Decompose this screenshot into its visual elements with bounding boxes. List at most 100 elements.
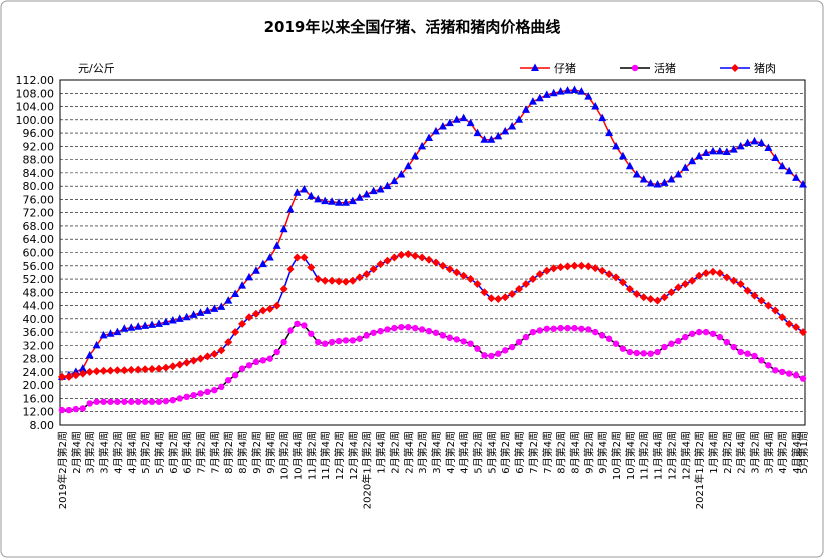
marker [79,405,86,412]
marker [114,398,121,405]
marker [390,253,399,262]
marker [709,330,717,337]
y-tick-label: 96.00 [23,127,55,140]
x-tick-label: 2019年2月第2周 [56,431,69,509]
marker [466,275,475,284]
chart-title: 2019年以来全国仔猪、活猪和猪肉价格曲线 [264,18,561,36]
marker [528,97,537,105]
x-tick-label: 2月第4周 [70,431,83,474]
marker [563,262,572,271]
y-tick-label: 16.00 [23,392,55,405]
marker [702,269,711,278]
x-tick-label: 7月第2周 [527,431,540,474]
marker [93,398,100,405]
marker [688,330,696,337]
marker [231,372,239,379]
y-tick-label: 24.00 [23,366,55,379]
marker [307,191,316,200]
legend-marker [631,64,639,72]
y-tick-label: 104.00 [16,101,55,114]
marker [162,397,170,405]
marker [356,335,363,342]
marker [570,261,579,270]
marker [528,275,537,284]
marker [307,263,316,272]
marker [376,184,385,193]
marker [370,329,377,336]
marker [301,322,308,329]
marker [660,178,669,186]
marker [92,340,101,349]
marker [85,350,94,359]
marker [244,272,253,281]
x-tick-label: 3月第2周 [416,431,429,474]
marker [771,306,780,315]
marker [348,276,357,285]
marker [258,259,267,268]
marker [612,340,620,347]
marker [757,296,766,305]
marker [743,138,752,147]
legend-label: 猪肉 [754,62,776,75]
marker [598,113,607,122]
marker [681,280,690,289]
marker [556,87,565,95]
x-tick-label: 2月第4周 [735,431,748,474]
marker [363,332,370,339]
marker [723,338,731,346]
marker [502,347,509,354]
marker [626,348,634,356]
marker [189,356,198,365]
x-tick-label: 1月第4周 [375,431,388,474]
marker [308,330,315,337]
y-tick-label: 100.00 [16,114,55,127]
marker [792,323,801,332]
marker [675,337,682,345]
x-tick-label: 12月第4周 [679,431,692,480]
marker [682,333,689,341]
marker [584,262,593,271]
marker [390,176,399,185]
marker [785,370,793,377]
marker [196,354,205,363]
marker [314,194,323,203]
marker [521,105,530,113]
marker [328,276,337,285]
x-tick-label: 3月第4周 [430,431,443,474]
marker [369,186,378,195]
x-tick-label: 8月第2周 [222,431,235,474]
x-tick-label: 12月第2周 [333,431,346,480]
marker [660,293,669,302]
x-tick-label: 3月第4周 [762,431,775,474]
x-tick-label: 5月第2周 [139,431,152,474]
marker [341,277,350,286]
marker [653,296,662,305]
marker [106,329,115,337]
marker [785,166,794,175]
marker [799,328,807,337]
marker [141,365,150,374]
marker [224,338,233,347]
marker [383,181,392,190]
marker [203,306,212,314]
marker [438,121,447,130]
x-tick-label: 10月第2周 [278,431,291,480]
marker [508,289,517,298]
marker [272,241,281,249]
marker [134,365,143,374]
x-tick-label: 5月第1周 [797,431,810,474]
x-tick-label: 4月第4周 [125,431,138,474]
marker [120,366,129,375]
x-tick-label: 4月第4周 [458,431,471,474]
marker [473,128,482,137]
marker [349,337,357,344]
x-tick-label: 3月第2周 [84,431,97,474]
marker [716,333,724,341]
marker [439,332,447,339]
marker [779,368,786,376]
x-tick-label: 11月第2周 [305,431,318,480]
marker [425,255,434,264]
x-tick-label: 2020年1月第2周 [361,431,374,509]
y-tick-label: 40.00 [23,313,55,326]
marker [598,266,607,275]
